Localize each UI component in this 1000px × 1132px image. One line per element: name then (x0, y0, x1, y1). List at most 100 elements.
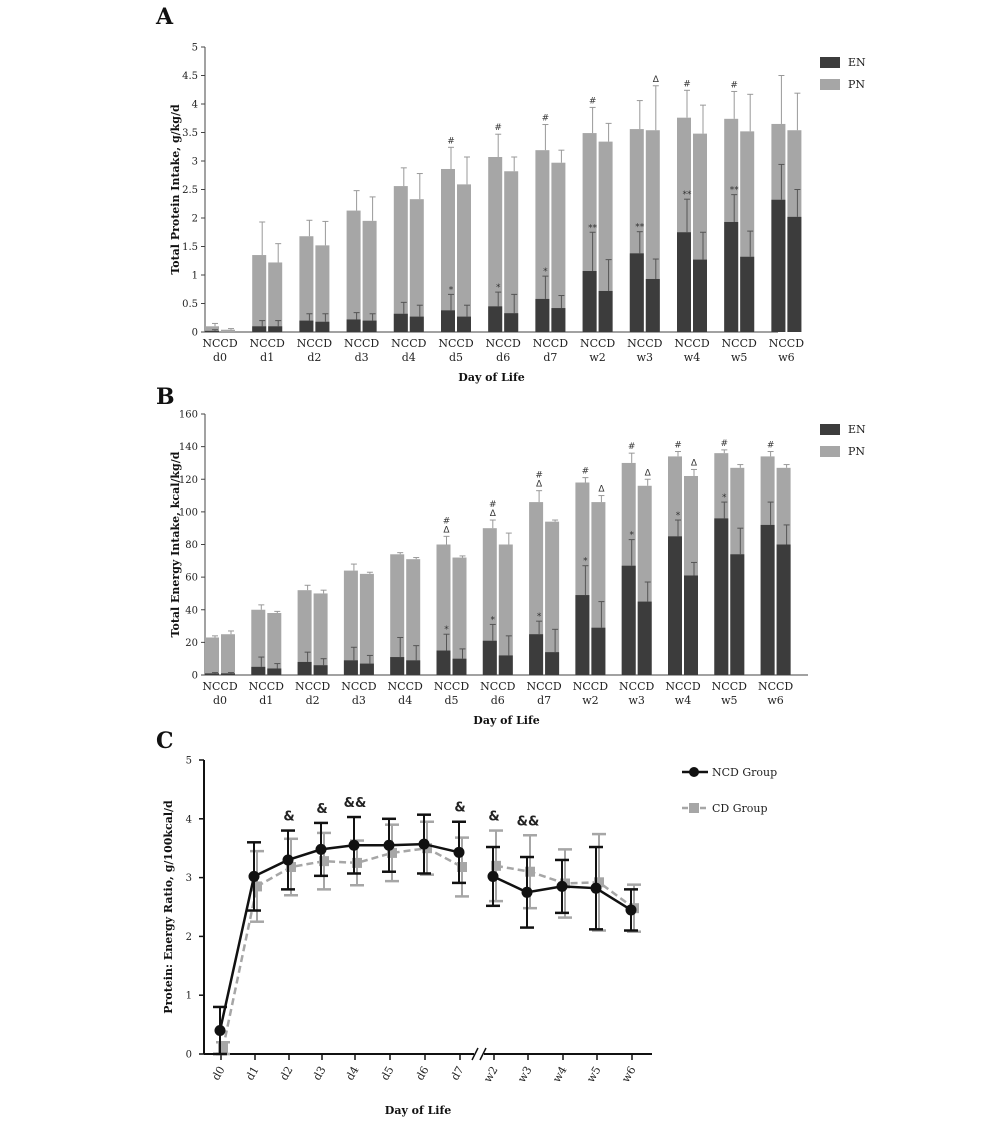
significance-mark: && (517, 814, 540, 829)
bar-pn-cd-d6 (504, 171, 519, 332)
significance-mark: * (491, 615, 496, 625)
y-tick-label: 120 (179, 475, 198, 486)
y-tick-label: 4.5 (182, 71, 198, 82)
x-bar-labels: NCCD (480, 680, 515, 693)
bar-pn-cd-d2 (315, 245, 330, 332)
bar-en-cd-d0 (221, 673, 235, 675)
y-tick-label: 3 (186, 873, 192, 884)
bar-en-cd-w4 (693, 259, 707, 332)
significance-mark: # (542, 114, 550, 124)
y-tick-label: 4 (192, 100, 198, 111)
significance-mark: * (537, 612, 542, 622)
bar-en-nc-d5 (441, 310, 455, 332)
x-category-label: d0 (209, 1064, 227, 1083)
panel-label-a: A (155, 4, 174, 30)
data-point (556, 880, 568, 892)
x-category-label: d4 (398, 694, 412, 707)
legend-label: NCD Group (712, 766, 777, 779)
bar-en-nc-w5 (724, 221, 739, 332)
legend-swatch-en (820, 57, 840, 68)
legend-swatch-pn (820, 79, 840, 90)
bar-en-cd-w6 (787, 216, 802, 332)
bar-pn-cd-d7 (551, 162, 566, 332)
bar-en-cd-d6 (504, 313, 519, 332)
x-category-label: d4 (343, 1064, 361, 1083)
x-category-label: d5 (378, 1064, 396, 1083)
data-point (383, 839, 395, 851)
bar-en-nc-w4 (668, 536, 682, 675)
bar-en-cd-d7 (551, 308, 566, 332)
significance-mark: # (589, 96, 597, 106)
x-category-label: w4 (550, 1064, 569, 1085)
bar-en-nc-d1 (252, 326, 267, 332)
significance-mark: & (283, 810, 294, 825)
bar-en-cd-w2 (591, 627, 606, 675)
bar-en-cd-w4 (684, 575, 698, 675)
x-category-label: d2 (306, 694, 320, 707)
x-bar-labels: NCCD (712, 680, 747, 693)
x-bar-labels: NCCD (438, 337, 473, 350)
x-category-label: d0 (213, 351, 227, 364)
x-axis-label: Day of Life (473, 714, 539, 727)
bar-en-nc-d3 (346, 319, 361, 332)
bar-en-nc-d6 (482, 640, 497, 675)
chart-a-protein-intake: 0 0.5 1 1.5 2 2.5 3 3.5 4 4.5 5 Total Protein Intak… (169, 43, 866, 385)
data-point (525, 866, 535, 877)
x-bar-labels: NCCD (674, 337, 709, 350)
significance-mark: ** (635, 223, 645, 233)
x-bar-labels: NCCD (619, 680, 654, 693)
x-bar-labels: NCCD (533, 337, 568, 350)
bar-en-nc-w4 (677, 232, 691, 332)
bar-en-cd-d3 (359, 663, 374, 675)
y-tick-label: 3 (192, 157, 198, 168)
significance-mark: # (674, 441, 682, 451)
y-tick-label: 5 (186, 756, 192, 767)
x-category-label: d5 (449, 351, 463, 364)
x-category-label: d1 (243, 1064, 261, 1083)
y-tick-label: 2 (186, 932, 192, 943)
y-tick-label: 2.5 (182, 185, 198, 196)
x-bar-labels: NCCD (665, 680, 700, 693)
y-axis-label: Total Energy Intake, kcal/kg/d (169, 451, 182, 637)
panel-label-c: C (156, 728, 174, 754)
x-category-label: w4 (684, 351, 700, 364)
significance-mark: Δ (443, 525, 450, 535)
bar-pn-nc-d1 (252, 255, 267, 332)
x-bar-labels: NCCD (627, 337, 662, 350)
x-category-label: d4 (402, 351, 416, 364)
x-bar-labels: NCCD (250, 337, 285, 350)
significance-mark: ** (683, 190, 693, 200)
data-point (453, 846, 465, 858)
legend-label-pn: PN (848, 78, 865, 91)
bar-en-nc-w5 (714, 518, 729, 675)
data-point (625, 904, 637, 916)
data-point (214, 1024, 226, 1036)
data-point (590, 882, 602, 894)
bar-pn-cd-d2 (313, 593, 328, 675)
bar-en-nc-d5 (436, 650, 451, 675)
bar-pn-cd-d5 (457, 184, 471, 332)
bar-en-cd-d2 (313, 665, 328, 675)
bar-en-cd-w6 (776, 544, 791, 675)
panel-label-b: B (156, 384, 175, 410)
significance-mark: # (683, 79, 691, 89)
significance-mark: & (454, 801, 465, 816)
significance-mark: * (496, 283, 501, 293)
data-point (218, 1043, 228, 1054)
x-category-label: d1 (260, 351, 274, 364)
bar-en-cd-w3 (637, 601, 652, 675)
x-category-label: d7 (537, 694, 551, 707)
x-bar-labels: NCCD (344, 337, 379, 350)
bar-en-nc-d4 (393, 313, 408, 332)
bar-en-cd-d1 (267, 668, 282, 675)
significance-mark: & (488, 810, 499, 825)
significance-mark: * (722, 493, 727, 503)
x-axis-label: Day of Life (385, 1104, 451, 1117)
series-line-ncd-group (218, 842, 460, 1031)
significance-mark: Δ (691, 458, 698, 468)
x-bar-labels: NCCD (580, 337, 615, 350)
legend-swatch-en (820, 424, 840, 435)
y-tick-label: 20 (185, 638, 198, 649)
x-category-label: d2 (307, 351, 321, 364)
